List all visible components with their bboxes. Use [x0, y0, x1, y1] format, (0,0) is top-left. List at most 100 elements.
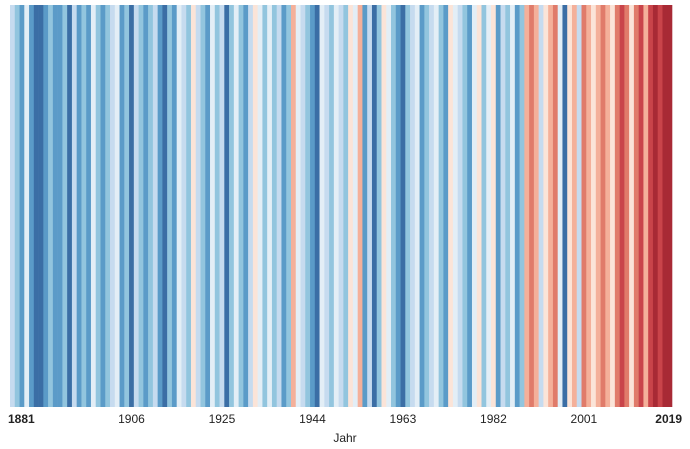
stripe — [124, 5, 130, 407]
stripe — [143, 5, 149, 407]
stripe — [471, 5, 478, 407]
stripe — [152, 5, 158, 407]
stripe — [538, 5, 544, 407]
stripe — [452, 5, 458, 407]
stripe — [657, 5, 663, 407]
stripe — [157, 5, 163, 407]
stripe — [529, 5, 535, 407]
stripe — [605, 5, 611, 407]
stripe — [133, 5, 139, 407]
x-tick-label: 1963 — [390, 412, 417, 426]
stripe — [24, 5, 30, 407]
stripe — [267, 5, 273, 407]
stripe — [462, 5, 468, 407]
stripe — [148, 5, 154, 407]
stripe — [405, 5, 411, 407]
stripe — [314, 5, 320, 407]
stripe — [281, 5, 287, 407]
stripe — [629, 5, 635, 407]
stripe — [276, 5, 282, 407]
stripe — [200, 5, 206, 407]
stripe — [329, 5, 335, 407]
stripe — [181, 5, 187, 407]
stripe — [105, 5, 111, 407]
stripe — [505, 5, 511, 407]
stripe — [524, 5, 530, 407]
stripe — [443, 5, 449, 407]
stripe — [400, 5, 406, 407]
stripe — [624, 5, 630, 407]
stripe — [81, 5, 87, 407]
stripe — [467, 5, 473, 407]
stripe — [410, 5, 416, 407]
stripe — [610, 5, 616, 407]
stripe — [419, 5, 425, 407]
stripe — [171, 5, 177, 407]
stripe — [38, 5, 44, 407]
stripe — [548, 5, 554, 407]
stripe — [114, 5, 120, 407]
stripe — [262, 5, 268, 407]
stripe — [362, 5, 368, 407]
stripe — [557, 5, 563, 407]
stripe — [586, 5, 592, 407]
stripe — [543, 5, 549, 407]
stripe — [86, 5, 92, 407]
stripe — [348, 5, 354, 407]
stripe — [481, 5, 487, 407]
stripe — [662, 5, 668, 407]
stripe — [352, 5, 358, 407]
stripe — [552, 5, 558, 407]
stripe — [638, 5, 644, 407]
stripe — [595, 5, 601, 407]
stripe — [448, 5, 454, 407]
x-axis-label: Jahr — [333, 431, 356, 445]
stripe — [243, 5, 249, 407]
stripe — [514, 5, 520, 407]
stripe — [633, 5, 639, 407]
stripe — [162, 5, 168, 407]
stripe — [367, 5, 373, 407]
stripe — [457, 5, 463, 407]
stripe — [100, 5, 106, 407]
stripe — [43, 5, 49, 407]
stripe — [214, 5, 220, 407]
stripe — [567, 5, 573, 407]
stripe — [376, 5, 382, 407]
stripe — [62, 5, 68, 407]
stripe — [95, 5, 101, 407]
stripe — [581, 5, 587, 407]
stripe — [319, 5, 325, 407]
stripe — [495, 5, 501, 407]
stripe — [14, 5, 20, 407]
stripe — [619, 5, 625, 407]
stripe — [229, 5, 235, 407]
stripe — [305, 5, 311, 407]
stripe — [591, 5, 597, 407]
stripe — [562, 5, 568, 407]
stripe — [33, 5, 39, 407]
stripe — [190, 5, 197, 407]
stripe — [76, 5, 82, 407]
stripe — [424, 5, 430, 407]
stripe — [433, 5, 439, 407]
stripe — [19, 5, 25, 407]
stripe — [652, 5, 659, 407]
x-tick-label: 1982 — [480, 412, 507, 426]
stripe — [167, 5, 173, 407]
stripe — [186, 5, 192, 407]
stripe — [10, 5, 16, 407]
x-tick-label: 1944 — [299, 412, 326, 426]
stripe — [476, 5, 482, 407]
stripe — [300, 5, 306, 407]
stripe — [310, 5, 316, 407]
stripe — [67, 5, 73, 407]
x-tick-label: 1925 — [209, 412, 236, 426]
stripe — [614, 5, 620, 407]
stripe — [371, 5, 378, 407]
stripe — [290, 5, 297, 407]
stripe — [271, 5, 278, 407]
stripe — [381, 5, 387, 407]
